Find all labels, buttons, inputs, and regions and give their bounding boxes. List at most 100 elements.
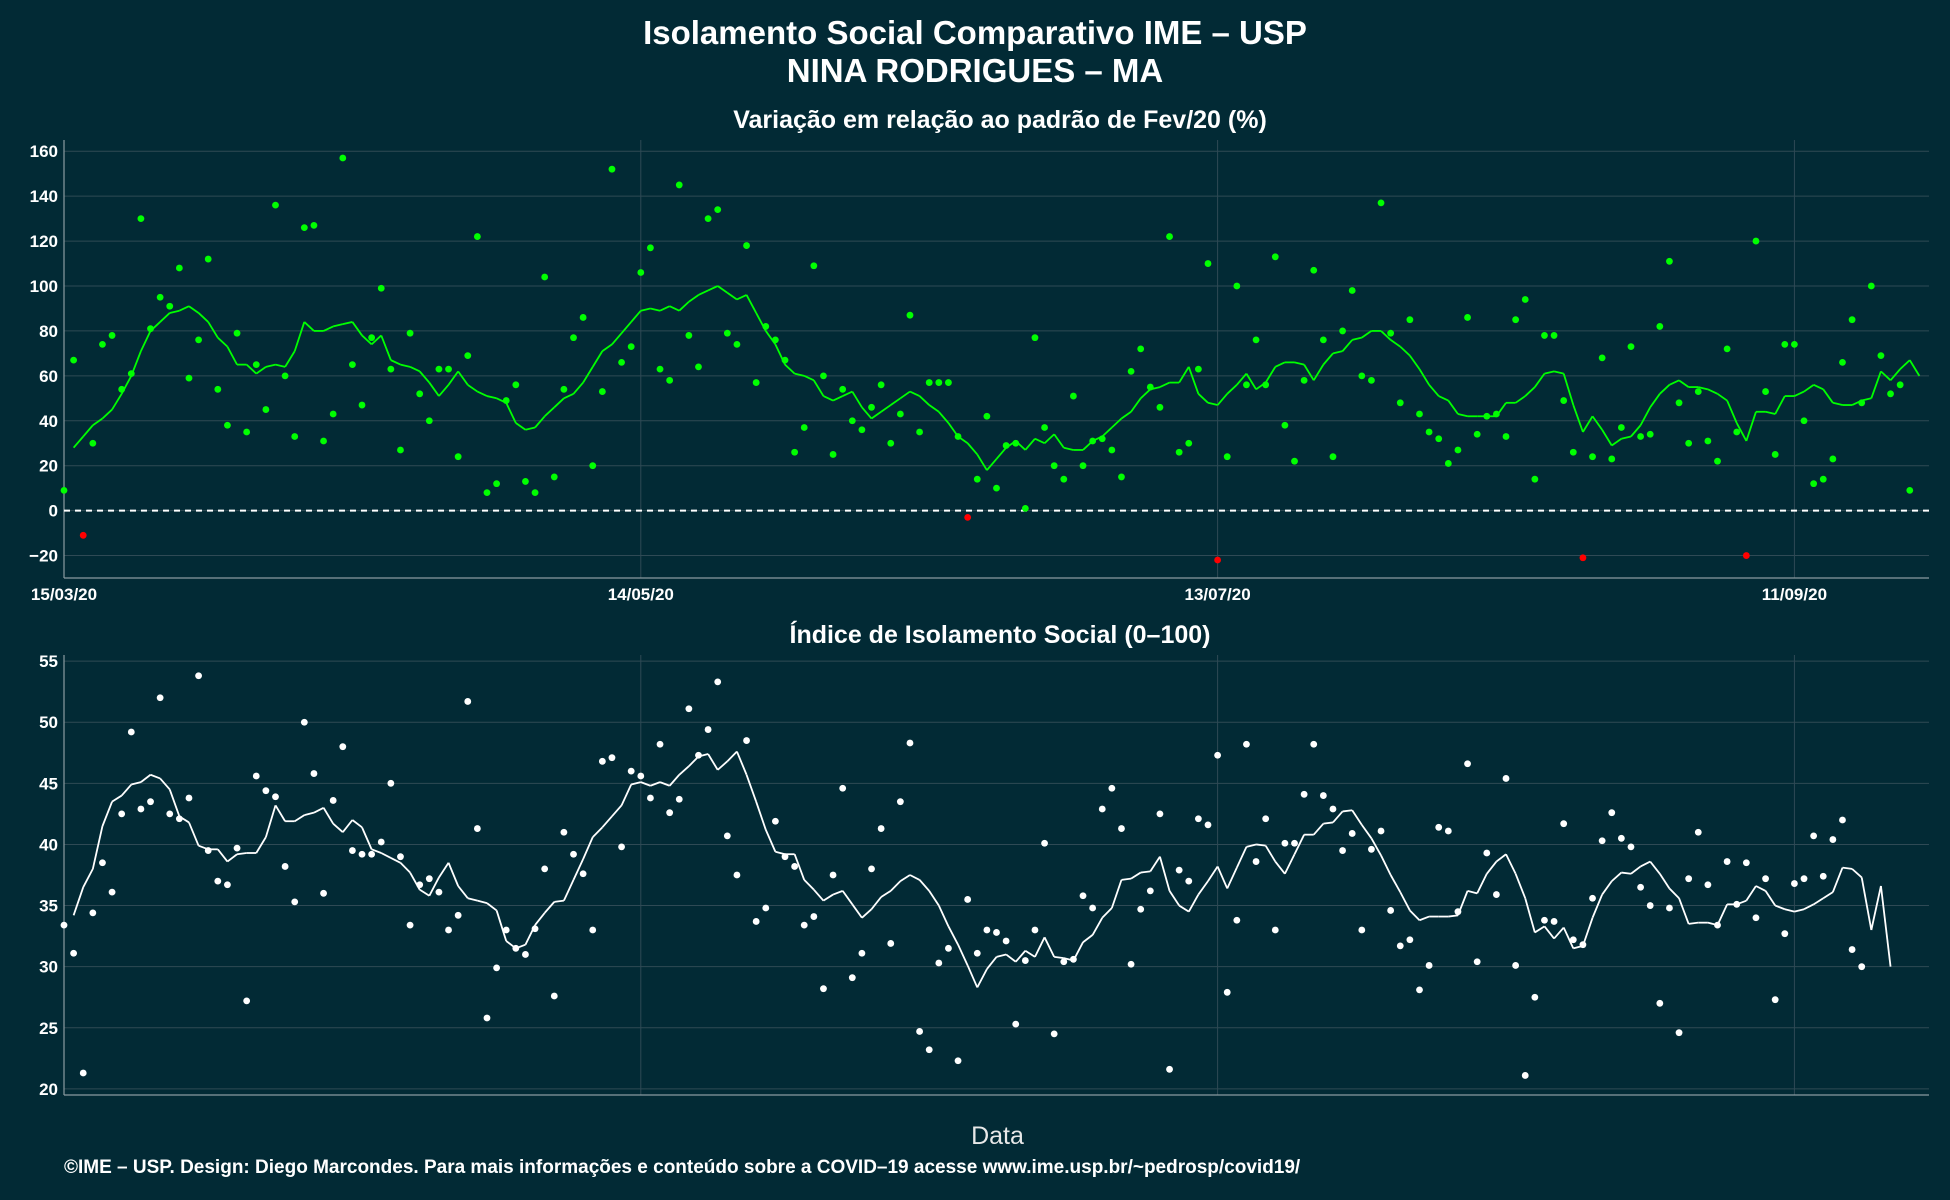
moving-average-segment [1178,904,1190,913]
moving-average-segment [515,422,526,431]
moving-average-segment [1101,426,1113,438]
moving-average-segment [717,760,728,771]
moving-average-segment [659,305,671,312]
data-point [1666,257,1673,265]
moving-average-segment [678,765,690,776]
data-point [1685,439,1693,447]
data-point [1012,439,1020,447]
y-tick-label: 0 [49,502,58,521]
moving-average-segment [1197,393,1209,404]
moving-average-segment [447,862,459,887]
moving-average-segment [467,897,478,902]
data-point [1262,815,1270,823]
data-point [820,372,827,380]
moving-average-segment [1678,379,1690,388]
data-point [627,343,635,351]
moving-average-segment [82,424,94,438]
moving-average-segment [832,395,844,402]
moving-average-segment [1544,370,1555,375]
data-point [848,417,856,425]
moving-average-segment [563,879,575,902]
moving-average-segment [197,312,209,323]
moving-average-segment [938,411,950,424]
data-point [560,385,568,393]
moving-average-segment [1562,373,1575,406]
data-point [1396,399,1404,407]
data-point [589,462,597,470]
moving-average-segment [1899,359,1911,370]
moving-average-segment [1553,926,1565,940]
moving-average-segment [842,390,853,397]
data-point [175,264,183,272]
moving-average-segment [1274,361,1286,368]
data-point [704,726,712,733]
data-point [252,772,260,780]
moving-average-segment [1601,429,1613,446]
data-point [1810,832,1818,840]
data-point [416,881,424,889]
data-point [925,1046,933,1054]
y-tick-label: 60 [39,367,58,386]
moving-average-segment [121,783,132,797]
moving-average-segment [419,888,430,897]
data-point [733,871,741,879]
moving-average-segment [1246,843,1257,848]
data-point [377,284,385,292]
data-point [1425,428,1433,436]
data-point [868,865,875,873]
moving-average-segment [1467,890,1478,895]
moving-average-segment [1399,345,1411,357]
data-point [1329,453,1337,461]
moving-average-segment [726,292,738,301]
data-point [1617,424,1625,431]
data-point [377,838,385,846]
moving-average-segment [803,879,815,891]
data-point [695,363,702,371]
x-tick-label: 13/07/20 [1185,585,1251,604]
moving-average-segment [1024,950,1036,958]
moving-average-segment [322,807,334,825]
data-point [1425,962,1433,969]
data-point [906,311,914,319]
data-point [1348,287,1356,294]
data-point [99,341,106,348]
data-point [425,875,433,883]
moving-average-segment [591,350,604,368]
moving-average-segment [601,815,613,828]
data-point [166,302,174,310]
moving-average-segment [986,458,998,471]
data-point [1589,453,1596,461]
data-point [1637,883,1644,891]
data-point [512,381,520,389]
data-point [858,949,866,957]
moving-average-segment [851,391,863,408]
data-point [204,847,212,854]
data-point [877,825,885,832]
data-point [848,974,856,982]
moving-average-segment [1649,860,1661,875]
moving-average-segment [159,777,171,791]
data-point [781,356,789,364]
moving-average-segment [168,789,181,817]
data-point [89,439,97,447]
moving-average-segment [1111,879,1123,909]
data-point [762,323,770,330]
data-point [531,489,539,497]
data-point [1492,410,1500,418]
moving-average-segment [400,363,411,368]
moving-average-segment [986,956,998,970]
moving-average-segment [92,417,103,426]
data-point [1454,446,1462,454]
moving-average-segment [1495,853,1507,863]
moving-average-segment [996,953,1007,958]
data-point [935,959,943,967]
data-point [137,805,145,813]
data-point [656,740,664,748]
data-point [762,904,770,912]
moving-average-segment [1130,871,1142,880]
data-point [550,473,558,481]
moving-average-segment [1149,856,1161,872]
y-tick-label: 20 [39,457,58,476]
data-point [752,379,760,386]
data-point [310,221,318,229]
